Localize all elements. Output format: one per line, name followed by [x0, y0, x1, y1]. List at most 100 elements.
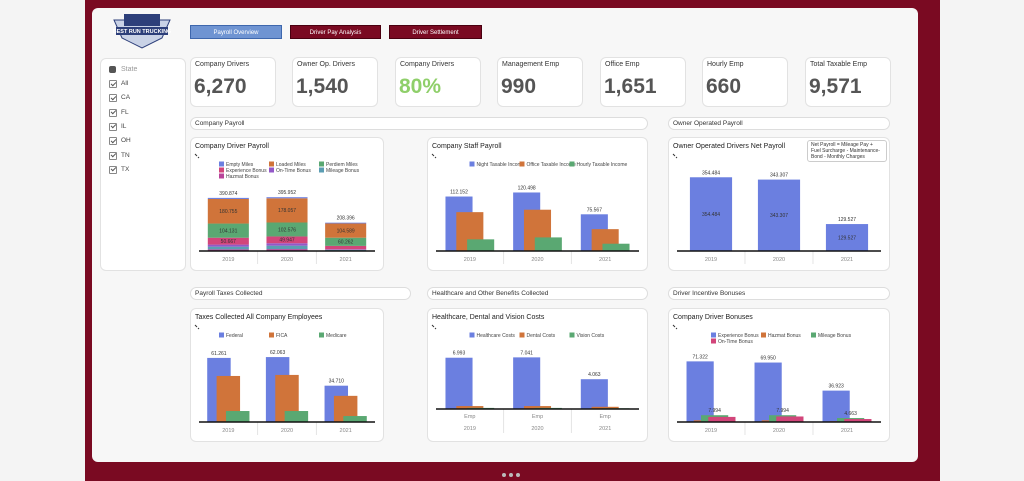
- value-label: 34.710: [329, 379, 345, 385]
- bar-segment: [266, 197, 308, 199]
- kpi-card: Company Drivers 6,270: [190, 57, 276, 107]
- kpi-card: Total Taxable Emp 9,571: [805, 57, 891, 107]
- value-label: 60.262: [338, 240, 354, 246]
- bar: [216, 375, 241, 422]
- tab[interactable]: Payroll Overview: [190, 25, 282, 39]
- legend-swatch: [519, 332, 525, 338]
- value-label: 102.576: [278, 227, 296, 233]
- value-label: 49.947: [279, 238, 295, 244]
- kpi-card: Company Drivers 80%: [395, 57, 481, 107]
- bar-segment: [325, 223, 367, 238]
- x-tick-label: 2019: [705, 257, 717, 263]
- value-label: 354.484: [702, 170, 720, 176]
- page-dot[interactable]: [509, 473, 513, 477]
- x-subcategory-label: Emp: [464, 414, 475, 420]
- value-label: 50.667: [221, 239, 237, 245]
- value-label: 36.923: [828, 384, 844, 390]
- total-label: 208.396: [337, 216, 355, 222]
- x-tick-label: 2019: [222, 428, 234, 434]
- value-label: 69.950: [760, 356, 776, 362]
- legend-swatch: [811, 332, 816, 338]
- legend-swatch: [269, 161, 274, 167]
- legend-swatch: [519, 161, 525, 167]
- kpi-card: Management Emp 990: [497, 57, 583, 107]
- chart: Company Staff Payroll Night Taxable Incom…: [431, 143, 639, 264]
- filter-option[interactable]: All: [109, 80, 128, 94]
- kpi-value: 990: [501, 75, 537, 98]
- legend-swatch: [269, 332, 274, 338]
- legend-label: Healthcare Costs: [477, 333, 516, 339]
- bar: [580, 379, 608, 409]
- chart-title: Taxes Collected All Company Employees: [195, 314, 323, 321]
- legend-label: Experience Bonus: [718, 333, 759, 339]
- legend-swatch: [569, 332, 575, 338]
- value-label: 7.041: [520, 350, 533, 356]
- x-tick-label: 2020: [281, 428, 293, 434]
- bar: [822, 390, 850, 422]
- legend-swatch: [219, 161, 224, 167]
- bar: [689, 177, 733, 251]
- page-dot[interactable]: [516, 473, 520, 477]
- chart-icon: [431, 153, 437, 159]
- legend-label: FICA: [276, 333, 288, 339]
- legend-label: Perdiem Miles: [326, 162, 358, 168]
- kpi-card: Owner Op. Drivers 1,540: [292, 57, 378, 107]
- kpi-value: 6,270: [194, 75, 247, 98]
- chart-card: Company Staff Payroll Night Taxable Incom…: [427, 137, 648, 271]
- bar: [754, 362, 782, 422]
- kpi-label: Office Emp: [605, 61, 640, 68]
- value-label: 62.063: [270, 350, 286, 356]
- value-label: 7.994: [776, 408, 789, 414]
- legend-swatch: [319, 332, 324, 338]
- chart-title: Healthcare, Dental and Vision Costs: [432, 314, 545, 321]
- bar-segment: [266, 245, 308, 250]
- bar: [275, 374, 299, 422]
- tab[interactable]: Driver Settlement: [389, 25, 482, 39]
- legend-label: On-Time Bonus: [276, 168, 311, 174]
- kpi-label: Management Emp: [502, 61, 560, 68]
- kpi-label: Owner Op. Drivers: [297, 61, 355, 68]
- kpi-label: Total Taxable Emp: [810, 61, 868, 68]
- bar: [284, 411, 309, 422]
- value-label: 4.063: [588, 372, 601, 378]
- inside-label: 354.484: [702, 212, 720, 218]
- filter-option[interactable]: FL: [109, 108, 129, 123]
- chart-icon: [431, 324, 437, 330]
- filter-title: State: [121, 66, 138, 73]
- section-header: Healthcare and Other Benefits Collected: [427, 287, 648, 300]
- chart-icon: [672, 153, 678, 159]
- bar: [513, 357, 541, 409]
- value-label: 71.322: [692, 354, 708, 360]
- bar-segment: [207, 198, 249, 224]
- x-tick-label: 2020: [773, 428, 785, 434]
- legend-label: Medicare: [326, 333, 347, 339]
- chart-card: Company Driver Payroll Empty Miles Loaded …: [190, 137, 384, 271]
- filter-panel: State All CA FL IL OH TN TX: [100, 58, 186, 271]
- bar: [708, 416, 736, 422]
- bar-segment: [207, 197, 249, 199]
- filter-option[interactable]: CA: [109, 94, 130, 108]
- inside-label: 343.307: [770, 213, 788, 219]
- x-tick-label: 2019: [464, 426, 476, 432]
- legend-label: Empty Miles: [226, 162, 254, 168]
- kpi-label: Company Drivers: [400, 61, 455, 68]
- page-dot[interactable]: [502, 473, 506, 477]
- filter-option[interactable]: OH: [109, 137, 131, 151]
- x-tick-label: 2020: [531, 257, 543, 263]
- legend-label: Loaded Miles: [276, 162, 306, 168]
- filter-option[interactable]: TN: [109, 151, 130, 166]
- filter-option[interactable]: IL: [109, 122, 126, 137]
- bar-segment: [325, 249, 367, 250]
- kpi-value: 1,540: [296, 75, 349, 98]
- bar-segment: [325, 245, 367, 250]
- bar-segment: [325, 237, 367, 246]
- legend-label: Mileage Bonus: [818, 333, 852, 339]
- legend-swatch: [319, 167, 324, 173]
- bar-segment: [266, 243, 308, 246]
- x-tick-label: 2021: [841, 428, 853, 434]
- filter-option[interactable]: TX: [109, 165, 129, 180]
- tab[interactable]: Driver Pay Analysis: [290, 25, 381, 39]
- kpi-card: Office Emp 1,651: [600, 57, 686, 107]
- total-label: 395.952: [278, 190, 296, 196]
